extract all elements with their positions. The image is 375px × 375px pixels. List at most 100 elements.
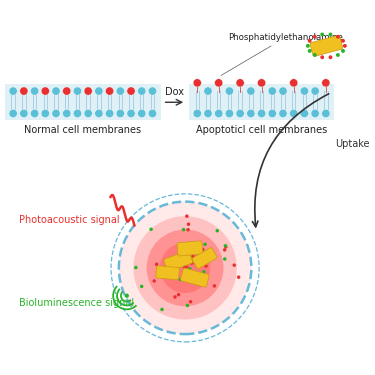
Circle shape — [190, 261, 194, 265]
Circle shape — [41, 110, 50, 117]
Circle shape — [320, 33, 324, 36]
Circle shape — [223, 248, 226, 252]
Circle shape — [225, 87, 234, 95]
Circle shape — [237, 275, 240, 279]
FancyBboxPatch shape — [180, 268, 209, 287]
Circle shape — [189, 256, 192, 259]
Text: Normal cell membranes: Normal cell membranes — [24, 125, 141, 135]
Circle shape — [328, 33, 332, 36]
Circle shape — [190, 259, 194, 262]
Circle shape — [183, 266, 186, 269]
Circle shape — [328, 55, 332, 59]
Circle shape — [224, 244, 227, 248]
Text: Uptake: Uptake — [335, 140, 370, 150]
Text: Dox: Dox — [165, 87, 184, 98]
Circle shape — [313, 35, 317, 39]
Circle shape — [95, 87, 103, 95]
Bar — [5, 84, 161, 120]
Circle shape — [268, 110, 276, 117]
FancyBboxPatch shape — [164, 251, 193, 272]
Circle shape — [247, 110, 255, 117]
Circle shape — [203, 243, 207, 246]
Circle shape — [311, 110, 319, 117]
Circle shape — [204, 264, 208, 268]
Circle shape — [336, 53, 340, 57]
Circle shape — [182, 228, 185, 231]
Circle shape — [311, 87, 319, 95]
Circle shape — [134, 266, 138, 269]
Circle shape — [178, 255, 182, 258]
Circle shape — [186, 228, 190, 231]
Circle shape — [341, 39, 345, 43]
Circle shape — [105, 87, 114, 95]
Circle shape — [173, 256, 177, 260]
Circle shape — [178, 278, 182, 281]
Circle shape — [308, 39, 312, 43]
Circle shape — [183, 261, 186, 265]
Circle shape — [140, 285, 143, 288]
Circle shape — [180, 248, 184, 252]
Circle shape — [216, 229, 219, 232]
Circle shape — [258, 79, 265, 87]
Circle shape — [223, 257, 226, 261]
Circle shape — [105, 110, 114, 117]
Circle shape — [9, 110, 17, 117]
Circle shape — [177, 293, 180, 297]
Circle shape — [201, 248, 204, 251]
Circle shape — [95, 110, 103, 117]
FancyBboxPatch shape — [177, 241, 203, 256]
Circle shape — [279, 110, 287, 117]
Bar — [189, 84, 334, 120]
Circle shape — [173, 295, 177, 299]
Circle shape — [52, 110, 60, 117]
Text: Phosphatidylethanolamine: Phosphatidylethanolamine — [221, 33, 344, 75]
Circle shape — [308, 49, 312, 53]
Circle shape — [74, 87, 81, 95]
FancyBboxPatch shape — [310, 35, 343, 56]
Circle shape — [194, 261, 197, 265]
Circle shape — [138, 87, 146, 95]
Circle shape — [185, 214, 189, 218]
Circle shape — [300, 87, 309, 95]
Circle shape — [343, 44, 347, 48]
Circle shape — [197, 248, 201, 252]
Circle shape — [336, 35, 340, 39]
Circle shape — [116, 110, 124, 117]
Circle shape — [147, 230, 224, 306]
Text: Apoptoticl cell membranes: Apoptoticl cell membranes — [196, 125, 327, 135]
Circle shape — [185, 251, 189, 254]
Circle shape — [258, 110, 265, 117]
Circle shape — [341, 49, 345, 53]
Circle shape — [148, 87, 156, 95]
Circle shape — [183, 266, 187, 270]
Circle shape — [30, 87, 39, 95]
Circle shape — [306, 44, 310, 48]
Circle shape — [290, 110, 298, 117]
Circle shape — [236, 79, 244, 87]
Circle shape — [300, 110, 309, 117]
Circle shape — [322, 110, 330, 117]
Circle shape — [189, 300, 192, 303]
Circle shape — [116, 87, 124, 95]
Circle shape — [199, 263, 202, 266]
Circle shape — [193, 79, 201, 87]
Circle shape — [153, 279, 156, 283]
Circle shape — [9, 87, 17, 95]
Circle shape — [84, 87, 92, 95]
Circle shape — [191, 255, 195, 258]
Circle shape — [213, 284, 216, 288]
Circle shape — [185, 269, 189, 272]
Circle shape — [214, 110, 223, 117]
Circle shape — [214, 79, 223, 87]
Circle shape — [268, 87, 276, 95]
Circle shape — [313, 53, 317, 57]
Circle shape — [84, 110, 92, 117]
Circle shape — [63, 87, 71, 95]
Circle shape — [211, 252, 215, 256]
Circle shape — [225, 110, 234, 117]
Circle shape — [322, 79, 330, 87]
Circle shape — [160, 308, 164, 311]
Circle shape — [127, 110, 135, 117]
Circle shape — [20, 87, 28, 95]
Circle shape — [148, 110, 156, 117]
